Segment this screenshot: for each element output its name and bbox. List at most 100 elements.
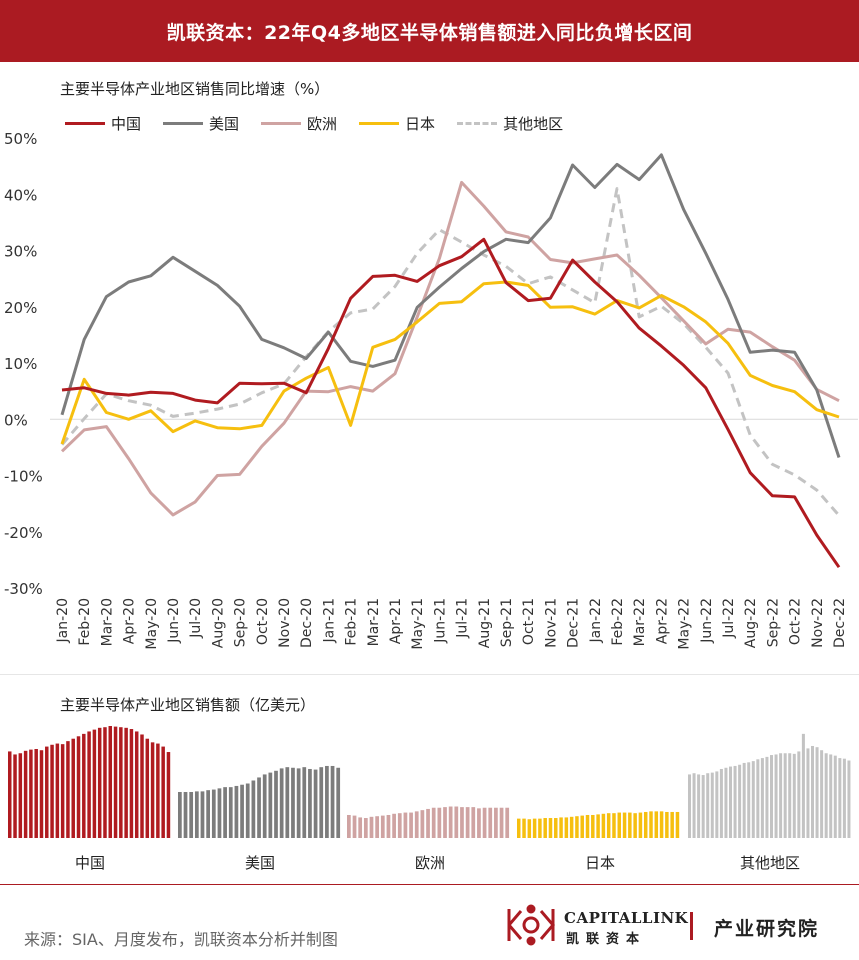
x-tick-label: May-20 — [144, 598, 160, 650]
legend: 中国 美国 欧洲 日本 其他地区 — [65, 113, 585, 134]
bar-1-2 — [189, 791, 194, 838]
bar-2-17 — [443, 807, 447, 838]
x-tick-label: Jul-21 — [455, 598, 471, 639]
bar-4-35 — [847, 760, 851, 838]
bar-1-5 — [206, 790, 211, 838]
bar-1-22 — [302, 767, 307, 838]
x-tick-label: Oct-20 — [255, 598, 271, 645]
bar-1-26 — [325, 765, 329, 838]
bar-4-2 — [697, 774, 701, 838]
bar-1-25 — [319, 767, 324, 838]
x-tick-label: Mar-20 — [99, 598, 115, 646]
bar-4-25 — [801, 733, 805, 838]
legend-label: 其他地区 — [503, 115, 564, 133]
bar-3-17 — [606, 813, 611, 838]
capitallink-logo-icon — [507, 904, 555, 946]
bar-1-3 — [194, 791, 199, 838]
x-tick-label: Apr-22 — [654, 598, 670, 644]
bar-3-14 — [591, 814, 595, 838]
bar-2-2 — [358, 817, 363, 838]
bar-2-21 — [465, 807, 470, 838]
x-tick-label: Jan-21 — [321, 598, 337, 643]
bar-2-9 — [397, 813, 402, 838]
bar-0-4 — [29, 749, 33, 838]
footer-divider — [0, 884, 859, 885]
x-tick-label: Feb-22 — [610, 598, 626, 646]
bar-0-10 — [60, 744, 65, 838]
legend-swatch — [359, 122, 400, 125]
x-tick-label: May-22 — [677, 598, 693, 650]
x-tick-label: Oct-22 — [788, 598, 804, 645]
bar-1-7 — [217, 788, 222, 838]
x-tick-label: Sep-20 — [233, 598, 249, 647]
bar-1-4 — [200, 791, 205, 838]
bar-4-21 — [783, 753, 787, 838]
bar-1-11 — [240, 784, 244, 838]
bar-3-2 — [527, 819, 532, 838]
legend-swatch — [457, 122, 498, 125]
bar-0-13 — [76, 736, 81, 838]
x-tick-label: Dec-20 — [299, 598, 315, 648]
bar-0-19 — [108, 726, 113, 838]
bar-2-4 — [369, 816, 374, 838]
bar-0-20 — [113, 726, 118, 838]
bar-1-15 — [262, 774, 267, 838]
bar-4-19 — [774, 754, 778, 838]
bar-1-21 — [296, 768, 301, 838]
bar-3-22 — [633, 813, 637, 838]
bar-4-18 — [770, 755, 774, 838]
y-tick-label: -30% — [4, 580, 43, 598]
bar-2-15 — [431, 807, 436, 838]
bar-0-18 — [103, 727, 107, 838]
bar-4-5 — [710, 772, 714, 838]
source-note: 来源：SIA、月度发布，凯联资本分析并制图 — [24, 930, 338, 949]
bar-2-23 — [477, 808, 481, 838]
legend-label: 中国 — [111, 115, 142, 133]
bar-3-6 — [548, 818, 553, 838]
line-chart-subtitle: 主要半导体产业地区销售同比增速（%） — [60, 80, 330, 98]
legend-item-2: 欧洲 — [261, 113, 337, 134]
bar-0-7 — [45, 746, 49, 838]
bar-4-30 — [824, 753, 828, 838]
bar-2-27 — [499, 807, 504, 838]
bar-3-0 — [517, 818, 521, 838]
bar-0-11 — [66, 741, 70, 838]
bar-0-0 — [8, 751, 12, 838]
bar-3-12 — [580, 815, 584, 838]
bar-2-25 — [488, 807, 493, 838]
bar-1-16 — [268, 772, 273, 838]
series-line-3 — [60, 280, 840, 445]
x-tick-label: Oct-21 — [521, 598, 537, 645]
bar-3-15 — [596, 814, 600, 838]
bar-3-29 — [670, 811, 674, 838]
bar-4-28 — [815, 747, 819, 838]
logo-separator — [690, 912, 693, 940]
bar-2-10 — [403, 812, 408, 838]
bar-4-7 — [719, 768, 723, 838]
x-tick-label: Mar-22 — [632, 598, 648, 646]
bar-4-24 — [797, 751, 801, 838]
bar-group-label: 中国 — [75, 854, 105, 872]
bar-0-30 — [166, 752, 171, 838]
bar-0-21 — [119, 727, 123, 838]
bar-3-19 — [617, 812, 622, 838]
legend-item-4: 其他地区 — [457, 113, 563, 134]
x-tick-label: Jun-20 — [166, 598, 182, 644]
bar-2-24 — [482, 807, 487, 838]
bar-2-18 — [448, 806, 453, 838]
legend-label: 美国 — [209, 115, 240, 133]
bar-1-6 — [211, 789, 216, 838]
bar-4-32 — [833, 755, 837, 838]
series-line-4 — [60, 187, 841, 517]
bar-group-label: 日本 — [585, 854, 615, 872]
bar-1-27 — [330, 765, 335, 838]
bar-2-20 — [460, 807, 464, 838]
y-tick-label: -10% — [4, 468, 43, 486]
bar-0-22 — [124, 727, 128, 838]
bar-2-8 — [392, 813, 396, 838]
bar-0-5 — [34, 749, 38, 838]
bar-1-0 — [178, 791, 182, 838]
y-tick-label: 30% — [4, 243, 37, 261]
bar-2-7 — [386, 814, 391, 838]
bar-4-15 — [756, 759, 760, 838]
